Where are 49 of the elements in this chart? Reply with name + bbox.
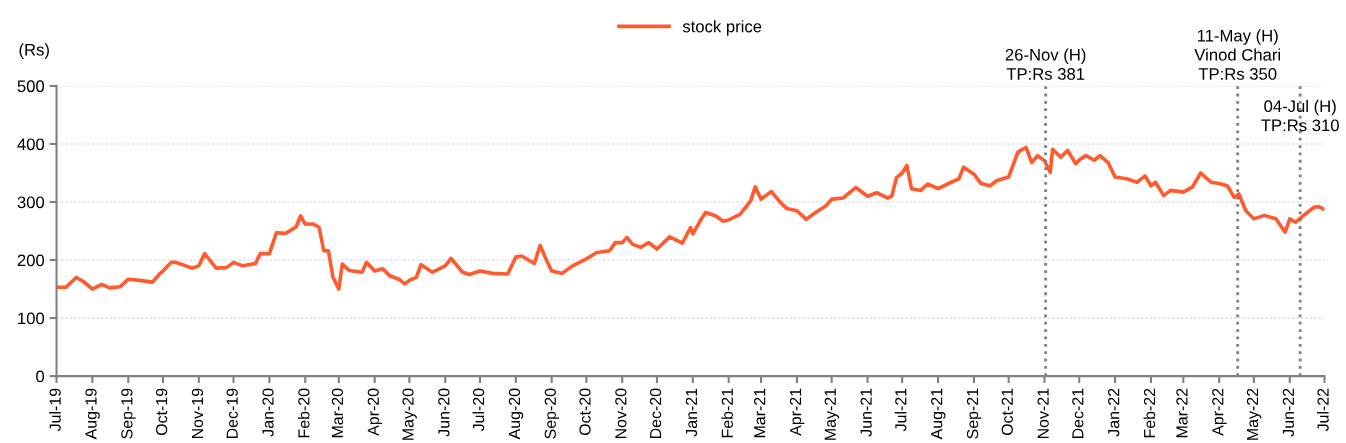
x-tick-label: Jun-20 bbox=[438, 388, 450, 437]
y-tick-label: 500 bbox=[17, 80, 45, 93]
x-tick-label: Jun-21 bbox=[860, 388, 872, 437]
y-axis-title: (Rs) bbox=[19, 43, 49, 59]
x-tick-label: Dec-20 bbox=[649, 388, 662, 439]
ref-line-label: 11-May (H) Vinod Chari TP:Rs 350 bbox=[1194, 29, 1280, 80]
x-tick-label: Sep-19 bbox=[121, 388, 136, 439]
x-tick-label: Oct-21 bbox=[1001, 388, 1013, 436]
legend-label: stock price bbox=[682, 20, 762, 36]
x-tick-label: Nov-21 bbox=[1037, 388, 1049, 439]
x-tick-label: Jun-22 bbox=[1282, 388, 1295, 437]
x-tick-label: Apr-22 bbox=[1212, 388, 1227, 436]
x-tick-label: Jan-21 bbox=[685, 388, 698, 437]
x-tick-label: Oct-19 bbox=[155, 388, 168, 436]
x-tick-label: Feb-21 bbox=[721, 388, 733, 438]
x-tick-label: Sep-20 bbox=[544, 388, 560, 439]
x-tick-label: Apr-21 bbox=[789, 388, 805, 436]
x-tick-label: May-21 bbox=[824, 388, 840, 440]
x-tick-label: Jan-20 bbox=[262, 388, 274, 437]
x-tick-label: Feb-22 bbox=[1143, 388, 1156, 438]
x-tick-label: Mar-22 bbox=[1176, 388, 1188, 438]
y-tick-label: 200 bbox=[17, 254, 45, 267]
x-tick-label: Apr-20 bbox=[367, 388, 383, 436]
x-tick-label: Jan-22 bbox=[1108, 388, 1120, 437]
x-tick-label: Jul-21 bbox=[894, 388, 907, 432]
x-tick-label: Aug-19 bbox=[85, 388, 100, 440]
ref-line-label: 26-Nov (H) TP:Rs 381 bbox=[1005, 48, 1086, 80]
y-tick-label: 300 bbox=[17, 196, 45, 209]
x-tick-label: Jul-22 bbox=[1317, 388, 1329, 432]
x-tick-label: May-22 bbox=[1246, 388, 1262, 440]
ref-line-label: 04-Jul (H) TP:Rs 310 bbox=[1261, 99, 1339, 132]
x-tick-label: Oct-20 bbox=[579, 388, 591, 436]
y-tick-label: 400 bbox=[17, 138, 45, 151]
y-tick-label: 100 bbox=[18, 312, 45, 325]
line-series bbox=[56, 145, 1325, 291]
x-tick-label: Aug-20 bbox=[508, 388, 524, 440]
x-tick-label: Jul-19 bbox=[49, 388, 61, 432]
x-tick-label: Feb-20 bbox=[297, 388, 310, 438]
x-tick-label: Dec-21 bbox=[1072, 388, 1084, 439]
x-tick-label: Nov-19 bbox=[191, 388, 204, 439]
x-tick-label: Mar-21 bbox=[754, 388, 766, 438]
x-tick-label: Jul-20 bbox=[472, 388, 485, 432]
x-tick-label: Dec-19 bbox=[226, 388, 238, 439]
x-tick-label: Nov-20 bbox=[615, 388, 627, 439]
x-tick-label: Sep-21 bbox=[966, 388, 982, 439]
y-tick-label: 0 bbox=[36, 370, 45, 383]
x-tick-label: May-20 bbox=[402, 388, 417, 440]
x-tick-label: Mar-20 bbox=[331, 388, 344, 438]
x-tick-label: Aug-21 bbox=[931, 388, 946, 440]
